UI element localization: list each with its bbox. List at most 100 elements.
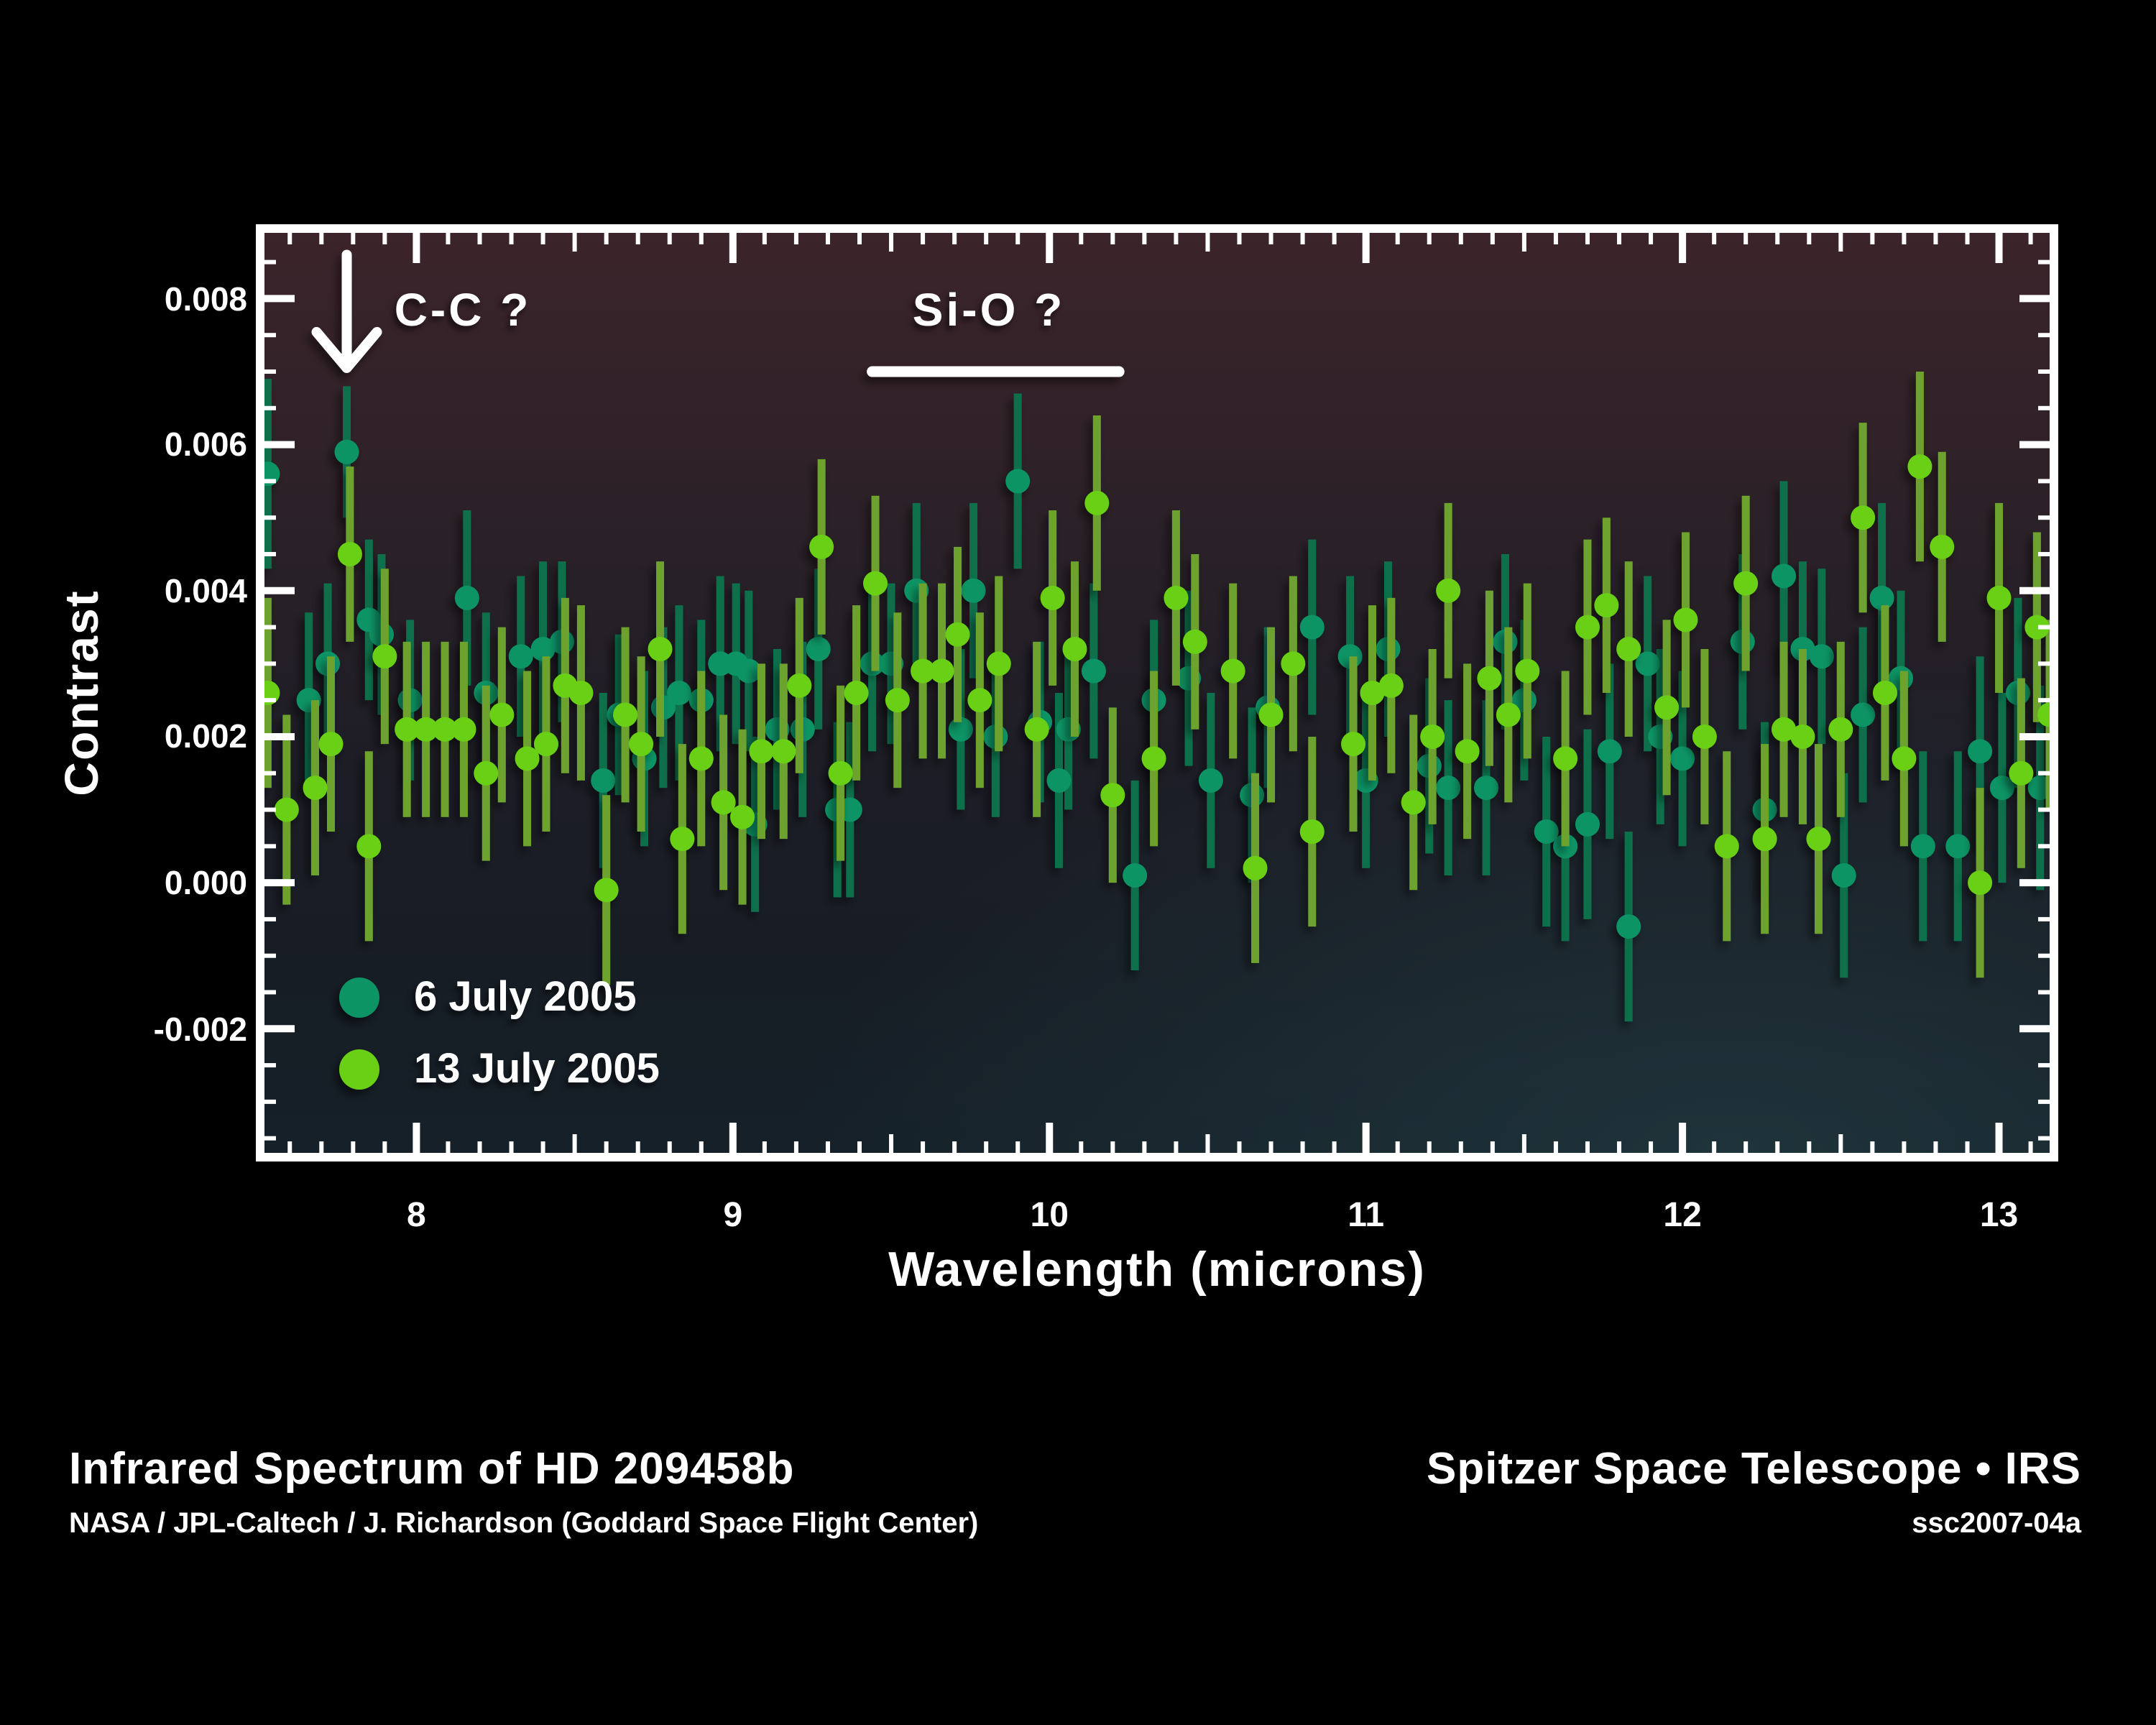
data-point xyxy=(1654,695,1680,720)
data-point xyxy=(648,637,673,662)
data-point xyxy=(274,797,299,822)
data-point xyxy=(1594,593,1619,618)
data-point xyxy=(1575,811,1600,837)
data-point xyxy=(337,541,362,566)
data-point xyxy=(1869,585,1894,610)
telescope-title: Spitzer Space Telescope • IRS xyxy=(1427,1443,2081,1494)
data-point xyxy=(1828,717,1853,742)
data-point xyxy=(844,681,869,705)
data-point xyxy=(1616,914,1641,939)
legend-dot-6-july-icon xyxy=(339,978,379,1018)
data-point xyxy=(1575,615,1600,640)
cc-arrow-head-icon xyxy=(311,326,382,373)
data-point xyxy=(2037,702,2050,727)
data-point xyxy=(1455,739,1480,764)
data-point xyxy=(670,827,695,852)
data-point xyxy=(2009,760,2034,786)
data-point xyxy=(1673,607,1698,632)
data-point xyxy=(1772,717,1797,742)
data-point xyxy=(1945,834,1971,859)
data-point xyxy=(1123,862,1148,888)
data-point xyxy=(489,702,515,727)
data-point xyxy=(303,776,328,801)
data-point xyxy=(1436,776,1461,801)
data-point xyxy=(1733,571,1759,596)
data-point xyxy=(1986,585,2012,610)
data-point xyxy=(508,644,533,669)
data-point xyxy=(1534,819,1559,845)
data-point xyxy=(1809,644,1834,669)
legend-label-6-july: 6 July 2005 xyxy=(414,975,637,1021)
data-point xyxy=(688,746,714,771)
figure-title: Infrared Spectrum of HD 209458b xyxy=(69,1443,795,1494)
legend-label-13-july: 13 July 2005 xyxy=(414,1046,660,1092)
data-point xyxy=(515,746,540,771)
data-point xyxy=(730,804,755,829)
data-point xyxy=(1401,790,1426,815)
data-point xyxy=(1616,637,1641,662)
data-point xyxy=(1515,658,1540,684)
data-point xyxy=(809,534,834,559)
annotations xyxy=(311,249,1125,377)
y-tick-label: -0.002 xyxy=(153,1010,247,1048)
data-point xyxy=(863,571,888,596)
data-point xyxy=(334,439,359,464)
data-point xyxy=(736,658,761,684)
x-tick-label: 9 xyxy=(723,1196,743,1235)
data-point xyxy=(533,732,558,757)
data-point xyxy=(629,732,654,757)
data-point xyxy=(433,717,458,742)
data-point xyxy=(613,702,638,727)
data-point xyxy=(1062,637,1087,662)
y-axis-title: Contrast xyxy=(55,589,108,796)
data-point xyxy=(1474,776,1499,801)
data-point xyxy=(1851,702,1876,727)
y-tick-label: 0.006 xyxy=(164,426,247,464)
data-point xyxy=(413,717,438,742)
data-point xyxy=(1360,681,1385,705)
data-point xyxy=(1930,534,1955,559)
data-point xyxy=(1182,629,1207,654)
data-point xyxy=(1790,724,1815,749)
data-point xyxy=(711,790,736,815)
data-point xyxy=(1752,827,1777,852)
data-point xyxy=(929,658,954,684)
data-point xyxy=(1220,658,1245,684)
x-tick-label: 10 xyxy=(1030,1196,1069,1235)
y-tick-label: 0.004 xyxy=(164,571,247,610)
data-point xyxy=(1670,746,1695,771)
data-point xyxy=(771,739,796,764)
data-point xyxy=(1477,666,1502,691)
data-point xyxy=(318,732,344,757)
x-tick-label: 12 xyxy=(1663,1196,1702,1235)
data-point xyxy=(1024,717,1049,742)
y-tick-label: 0.000 xyxy=(164,864,247,902)
figure-credit: NASA / JPL-Caltech / J. Richardson (Godd… xyxy=(69,1508,979,1540)
data-point xyxy=(1141,746,1166,771)
caption-left: Infrared Spectrum of HD 209458b NASA / J… xyxy=(69,1443,978,1541)
data-point xyxy=(1040,585,1065,610)
data-point xyxy=(1299,819,1325,845)
data-point xyxy=(1243,855,1268,880)
legend xyxy=(339,978,379,1090)
caption-right: Spitzer Space Telescope • IRS ssc2007-04… xyxy=(1427,1443,2081,1541)
data-point xyxy=(961,578,986,603)
y-tick-label: 0.008 xyxy=(164,280,247,318)
data-point xyxy=(1281,651,1306,676)
data-point xyxy=(749,739,774,764)
x-tick-label: 13 xyxy=(1979,1196,2019,1235)
data-point xyxy=(1258,702,1284,727)
data-point xyxy=(1378,673,1404,698)
data-point xyxy=(1892,746,1917,771)
axis-ticks xyxy=(264,233,2050,1153)
data-point xyxy=(806,637,831,662)
y-tick-label: 0.002 xyxy=(164,717,247,755)
x-tick-label: 11 xyxy=(1348,1196,1385,1235)
data-point xyxy=(356,834,382,859)
data-point xyxy=(945,622,970,647)
data-point xyxy=(986,651,1011,676)
data-point xyxy=(1005,469,1031,494)
data-point xyxy=(372,644,397,669)
